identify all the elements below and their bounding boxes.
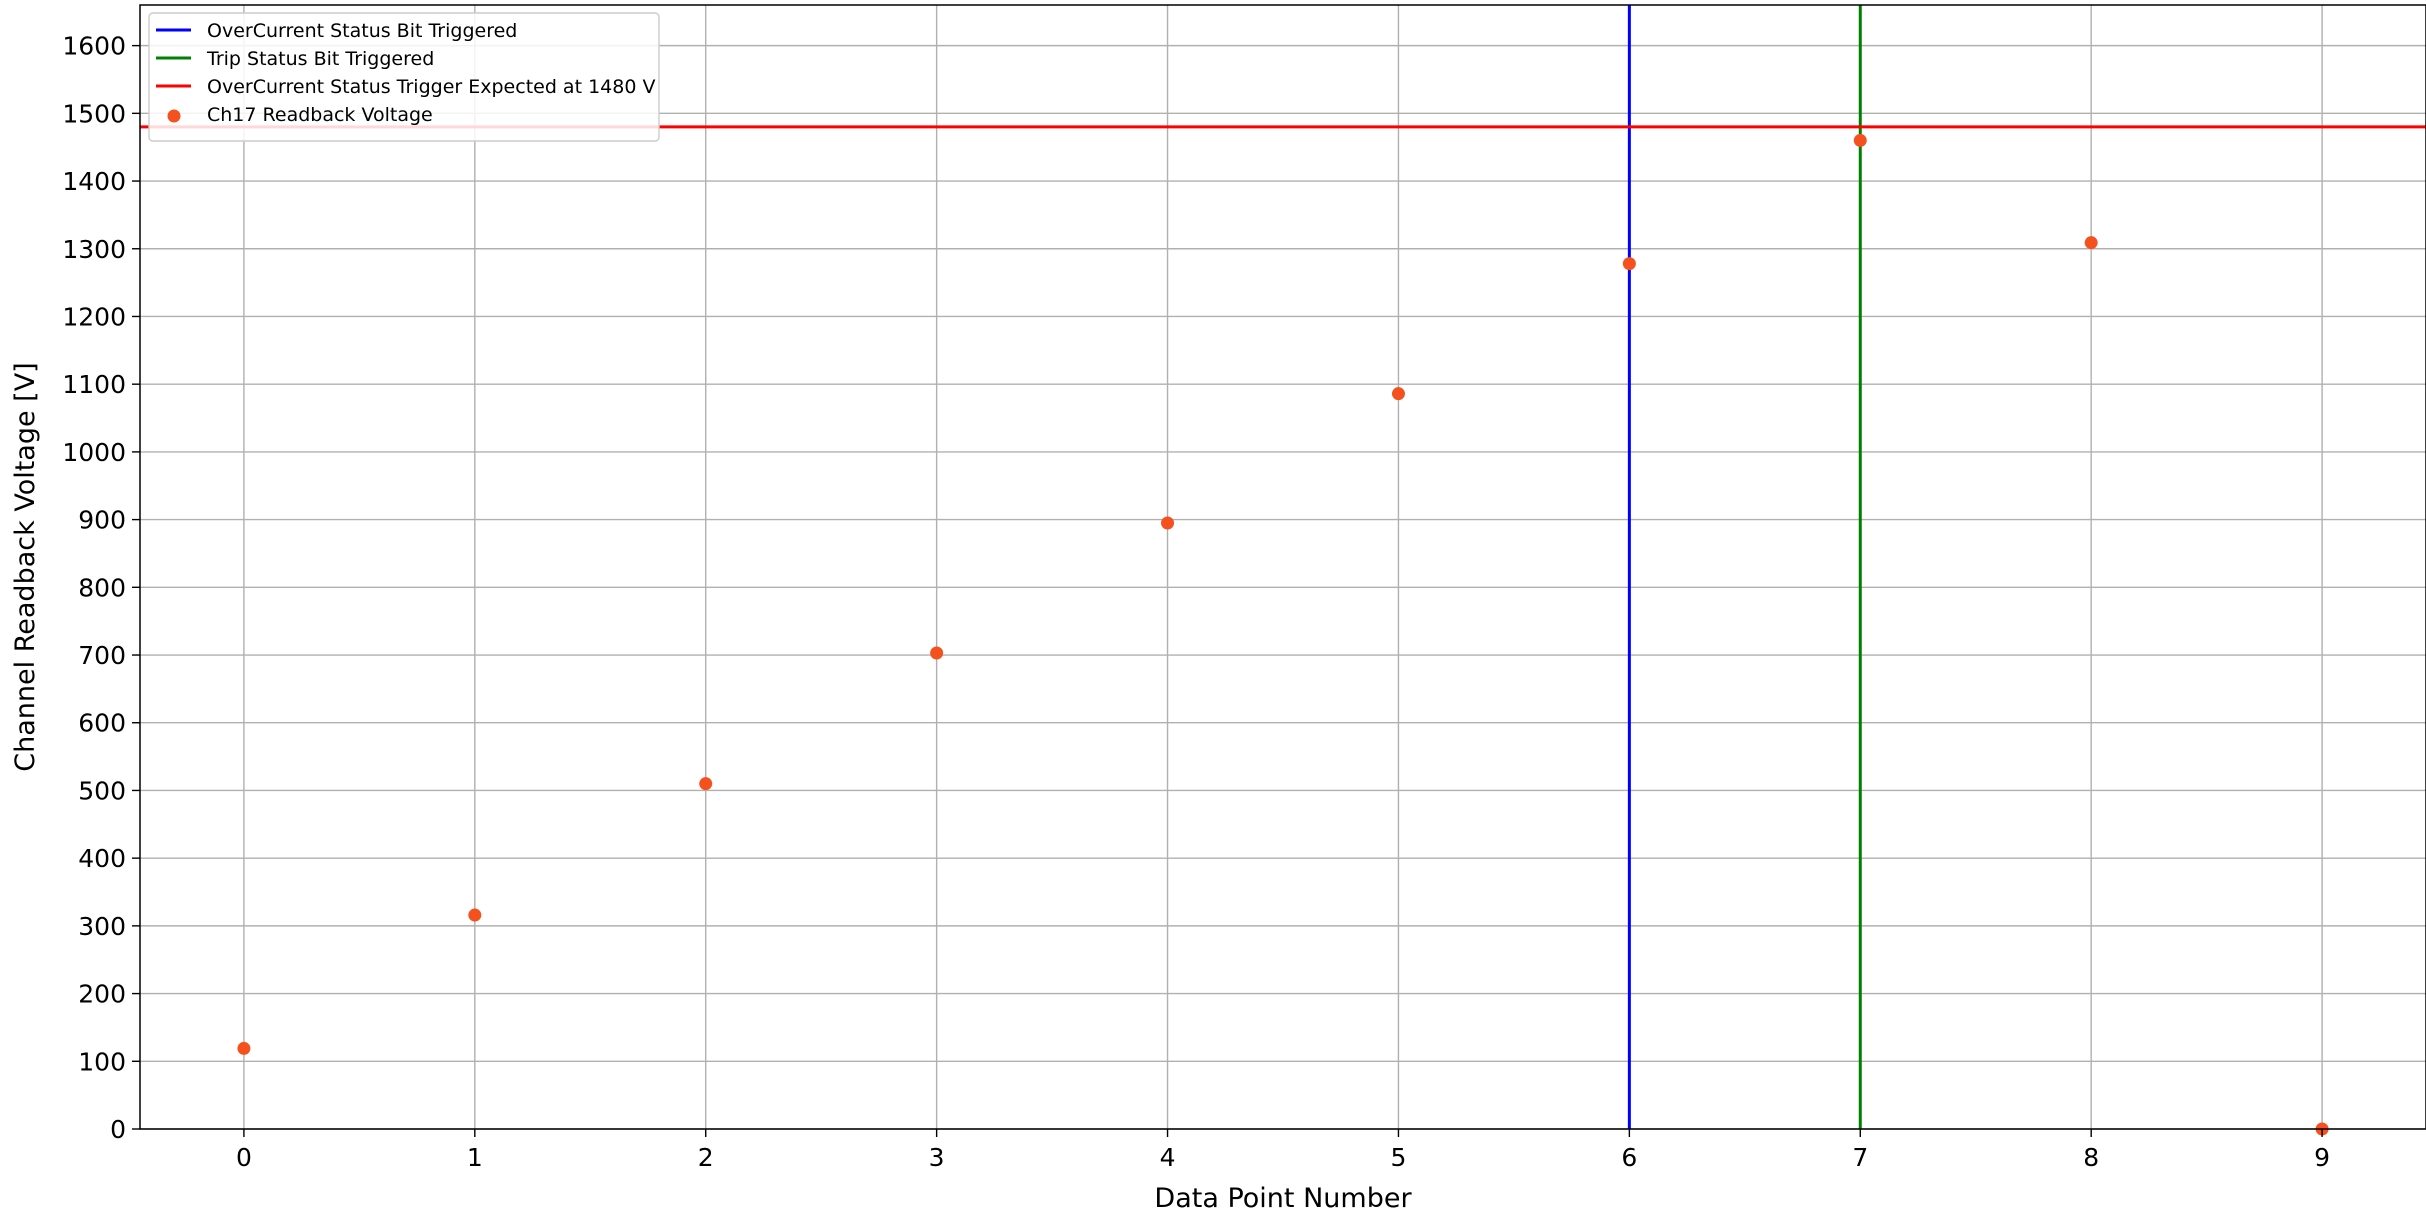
y-tick-label: 1100 — [62, 370, 126, 399]
data-point — [930, 646, 944, 660]
y-tick-label: 100 — [78, 1047, 126, 1076]
grid-lines — [140, 5, 2426, 1130]
x-tick-label: 6 — [1621, 1143, 1637, 1172]
y-tick-label: 1400 — [62, 167, 126, 196]
y-axis-ticks: 0 100 200 300 400 500 600 700 800 900 1000 1100 1200… — [62, 32, 140, 1144]
x-tick-label: 9 — [2314, 1143, 2330, 1172]
x-axis-ticks: 0 1 2 3 4 5 6 7 8 9 — [236, 1129, 2330, 1172]
y-tick-label: 800 — [78, 573, 126, 602]
x-tick-label: 4 — [1160, 1143, 1176, 1172]
y-tick-label: 1600 — [62, 32, 126, 61]
y-tick-label: 600 — [78, 709, 126, 738]
legend-label: OverCurrent Status Bit Triggered — [207, 20, 517, 42]
y-axis-label: Channel Readback Voltage [V] — [10, 362, 41, 771]
data-point — [2084, 236, 2098, 250]
data-point — [237, 1041, 251, 1055]
x-axis-label: Data Point Number — [1154, 1183, 1412, 1214]
data-point — [468, 908, 482, 922]
legend-label: Ch17 Readback Voltage — [207, 104, 433, 126]
y-tick-label: 200 — [78, 980, 126, 1009]
legend-box — [148, 12, 660, 142]
legend-dot-swatch — [167, 109, 181, 123]
y-tick-label: 1200 — [62, 302, 126, 331]
y-tick-label: 1300 — [62, 235, 126, 264]
y-tick-label: 1500 — [62, 99, 126, 128]
y-tick-label: 300 — [78, 912, 126, 941]
data-point — [1161, 516, 1175, 530]
x-tick-label: 1 — [467, 1143, 483, 1172]
data-points — [237, 133, 2329, 1136]
x-tick-label: 2 — [698, 1143, 714, 1172]
x-tick-label: 5 — [1391, 1143, 1407, 1172]
data-point — [1391, 387, 1405, 401]
legend-label: OverCurrent Status Trigger Expected at 1… — [207, 76, 655, 98]
y-tick-label: 900 — [78, 506, 126, 535]
x-tick-label: 8 — [2083, 1143, 2099, 1172]
x-tick-label: 3 — [929, 1143, 945, 1172]
y-tick-label: 1000 — [62, 438, 126, 467]
data-point — [699, 777, 713, 791]
y-tick-label: 500 — [78, 776, 126, 805]
y-tick-label: 400 — [78, 844, 126, 873]
y-tick-label: 700 — [78, 641, 126, 670]
y-tick-label: 0 — [110, 1115, 126, 1144]
plot-frame — [139, 4, 2426, 1130]
data-point — [1853, 133, 1867, 147]
legend: OverCurrent Status Bit Triggered Trip Sta… — [148, 12, 660, 142]
reference-lines — [140, 5, 2426, 1129]
x-tick-label: 7 — [1852, 1143, 1868, 1172]
data-point — [1622, 257, 1636, 271]
x-tick-label: 0 — [236, 1143, 252, 1172]
legend-label: Trip Status Bit Triggered — [206, 48, 434, 70]
